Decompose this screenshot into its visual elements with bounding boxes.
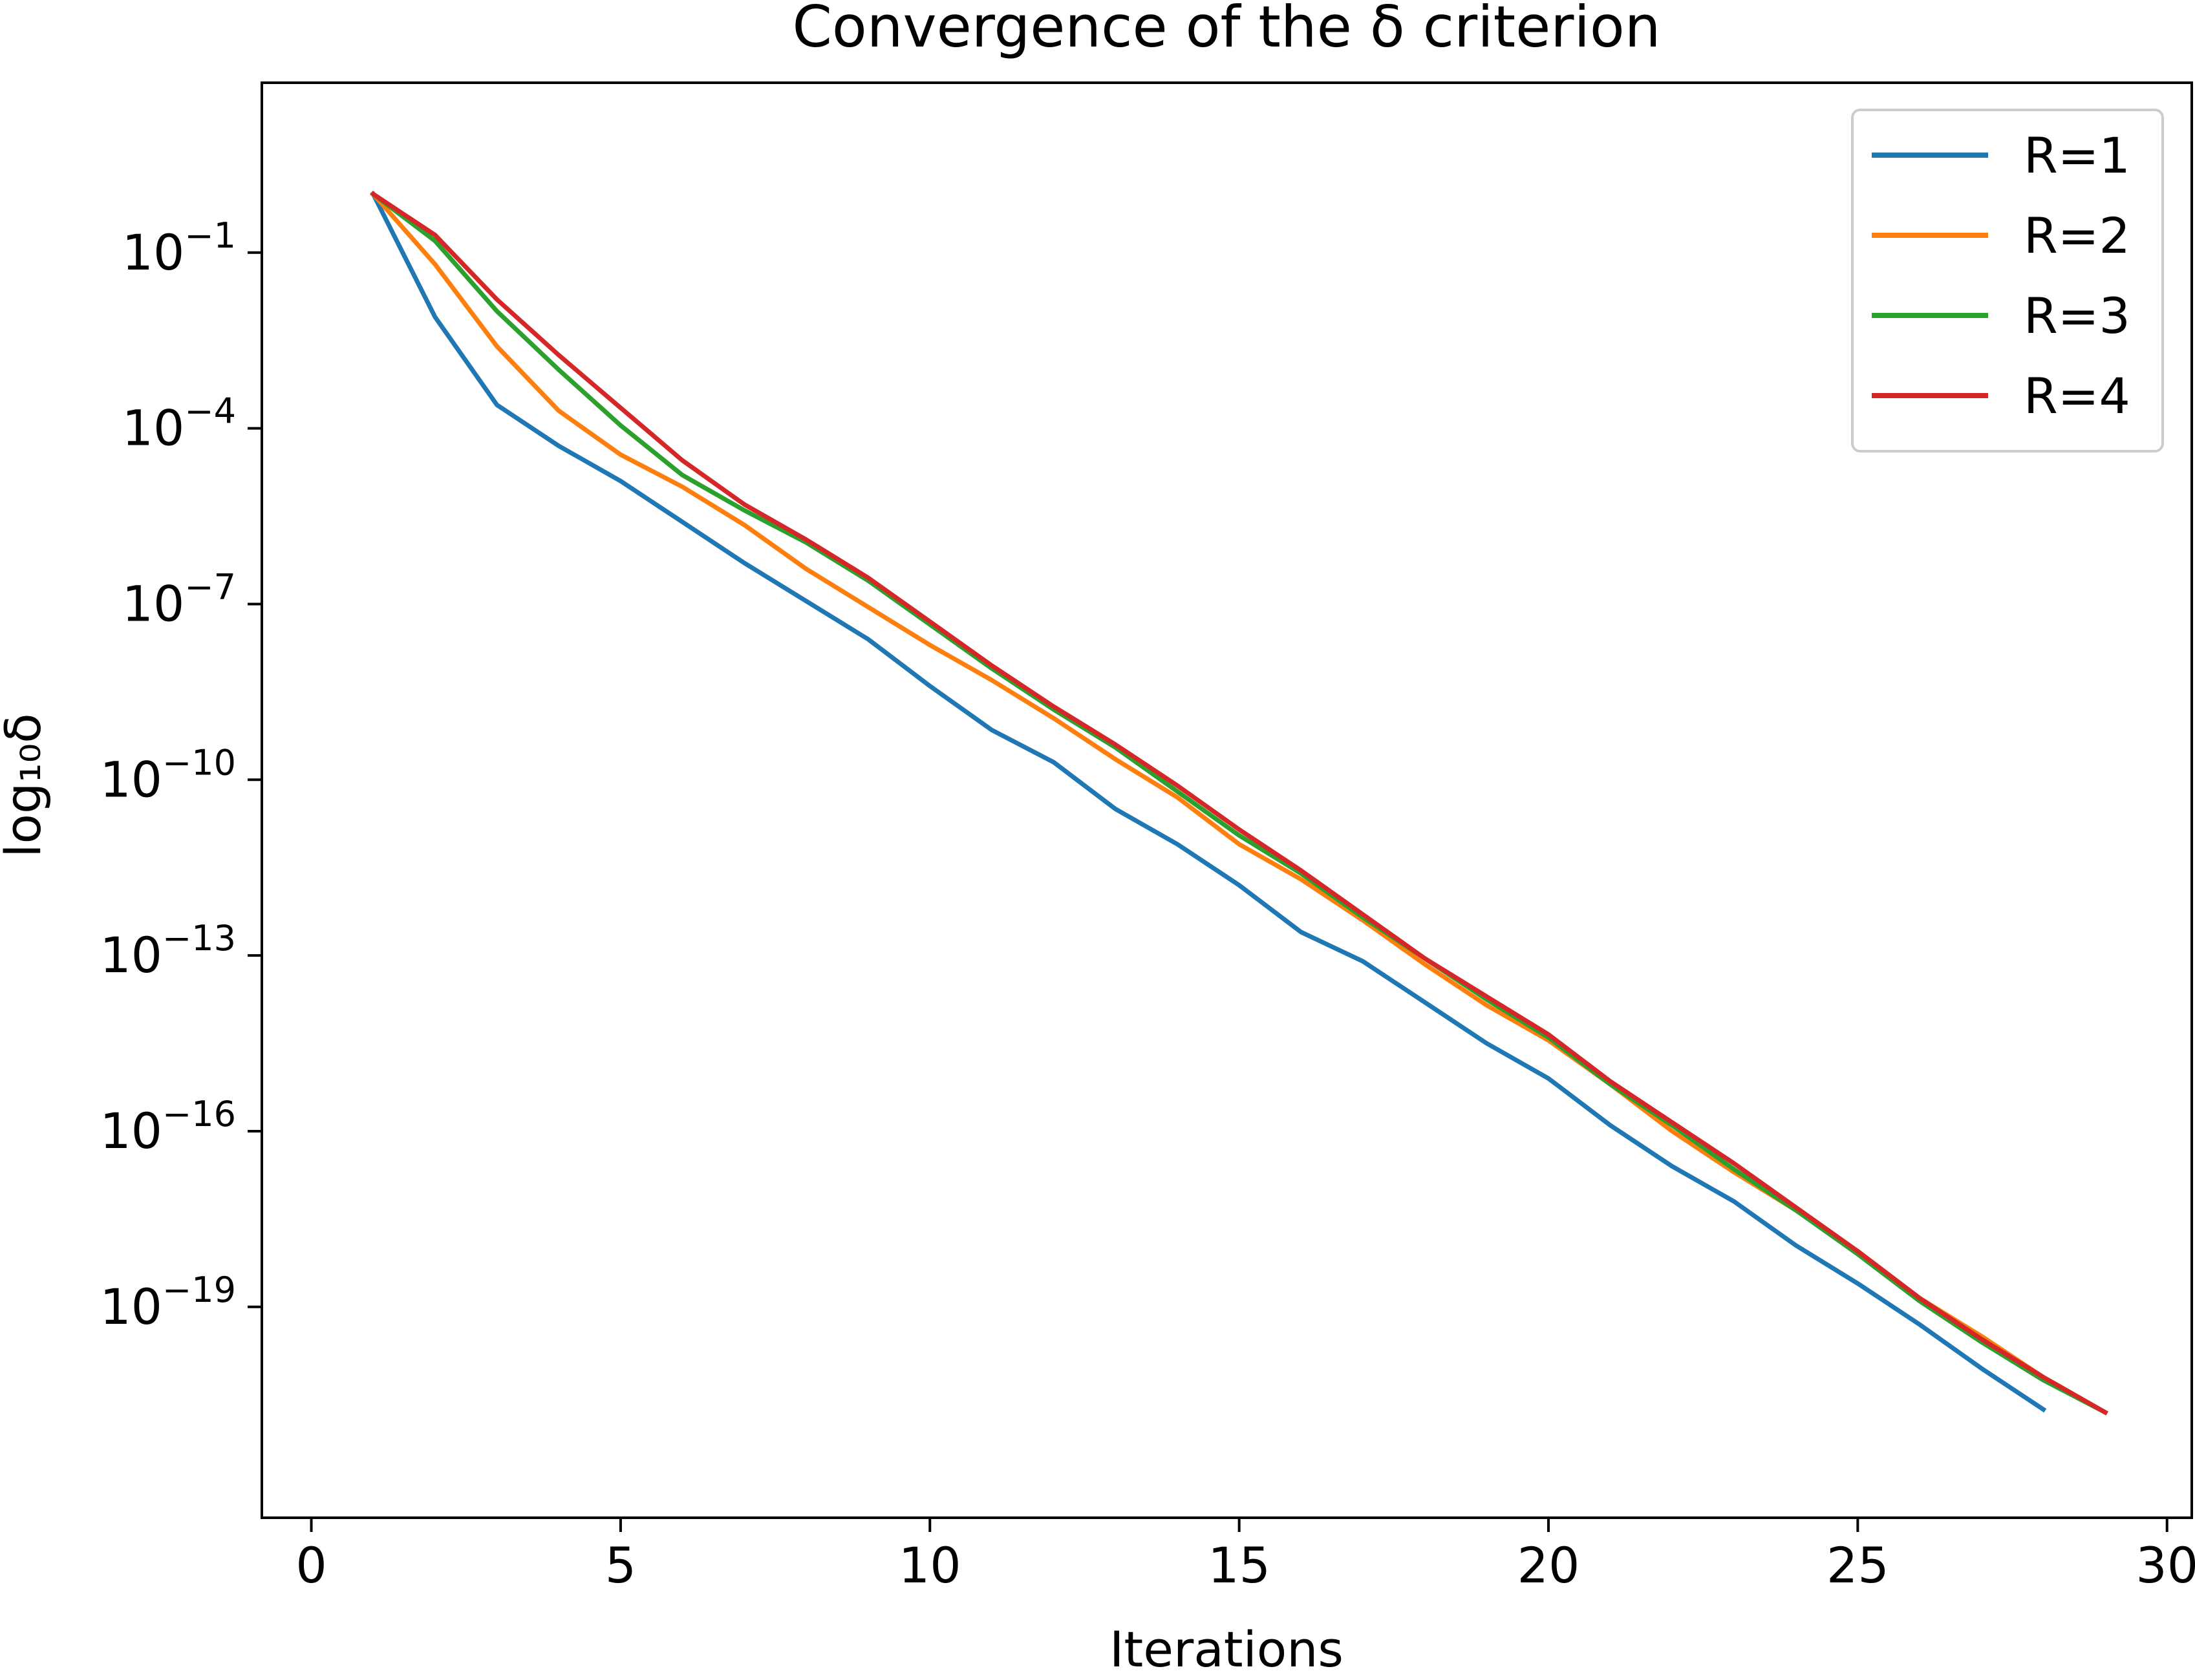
x-tick-label: 10	[899, 1536, 961, 1594]
x-tick-label: 5	[605, 1536, 636, 1594]
y-tick-label: 10−10	[100, 742, 236, 808]
legend-label: R=3	[2024, 287, 2130, 345]
y-axis-label: log₁₀δ	[0, 713, 52, 857]
y-tick-label: 10−7	[122, 566, 236, 632]
plot-area	[370, 191, 2108, 1416]
legend-label: R=4	[2024, 367, 2130, 425]
legend-label: R=1	[2024, 127, 2130, 184]
legend-box	[1851, 109, 2164, 452]
x-tick-label: 20	[1517, 1536, 1580, 1594]
series-line-r-4	[370, 191, 2108, 1416]
y-tick-label: 10−19	[100, 1270, 236, 1335]
axes: 0 5 10 15 20 25 30 10−1 10−4 10−7 10−10 10−13 10−16 1…	[100, 81, 2195, 1594]
x-tick-label: 30	[2136, 1536, 2195, 1594]
x-axis-label: Iterations	[1109, 1621, 1344, 1678]
y-tick-label: 10−1	[122, 215, 236, 281]
y-tick-label: 10−16	[100, 1094, 236, 1160]
y-tick-label: 10−4	[122, 391, 236, 457]
legend: R=1 R=2 R=3 R=4	[1851, 109, 2164, 452]
chart-title: Convergence of the δ criterion	[792, 0, 1660, 60]
x-tick-label: 15	[1208, 1536, 1270, 1594]
axes-frame	[261, 81, 2193, 1519]
series-line-r-3	[370, 191, 2108, 1416]
series-line-r-1	[370, 191, 2047, 1413]
x-tick-label: 25	[1826, 1536, 1889, 1594]
y-tick-label: 10−13	[100, 918, 236, 984]
legend-label: R=2	[2024, 207, 2130, 264]
x-tick-label: 0	[295, 1536, 327, 1594]
